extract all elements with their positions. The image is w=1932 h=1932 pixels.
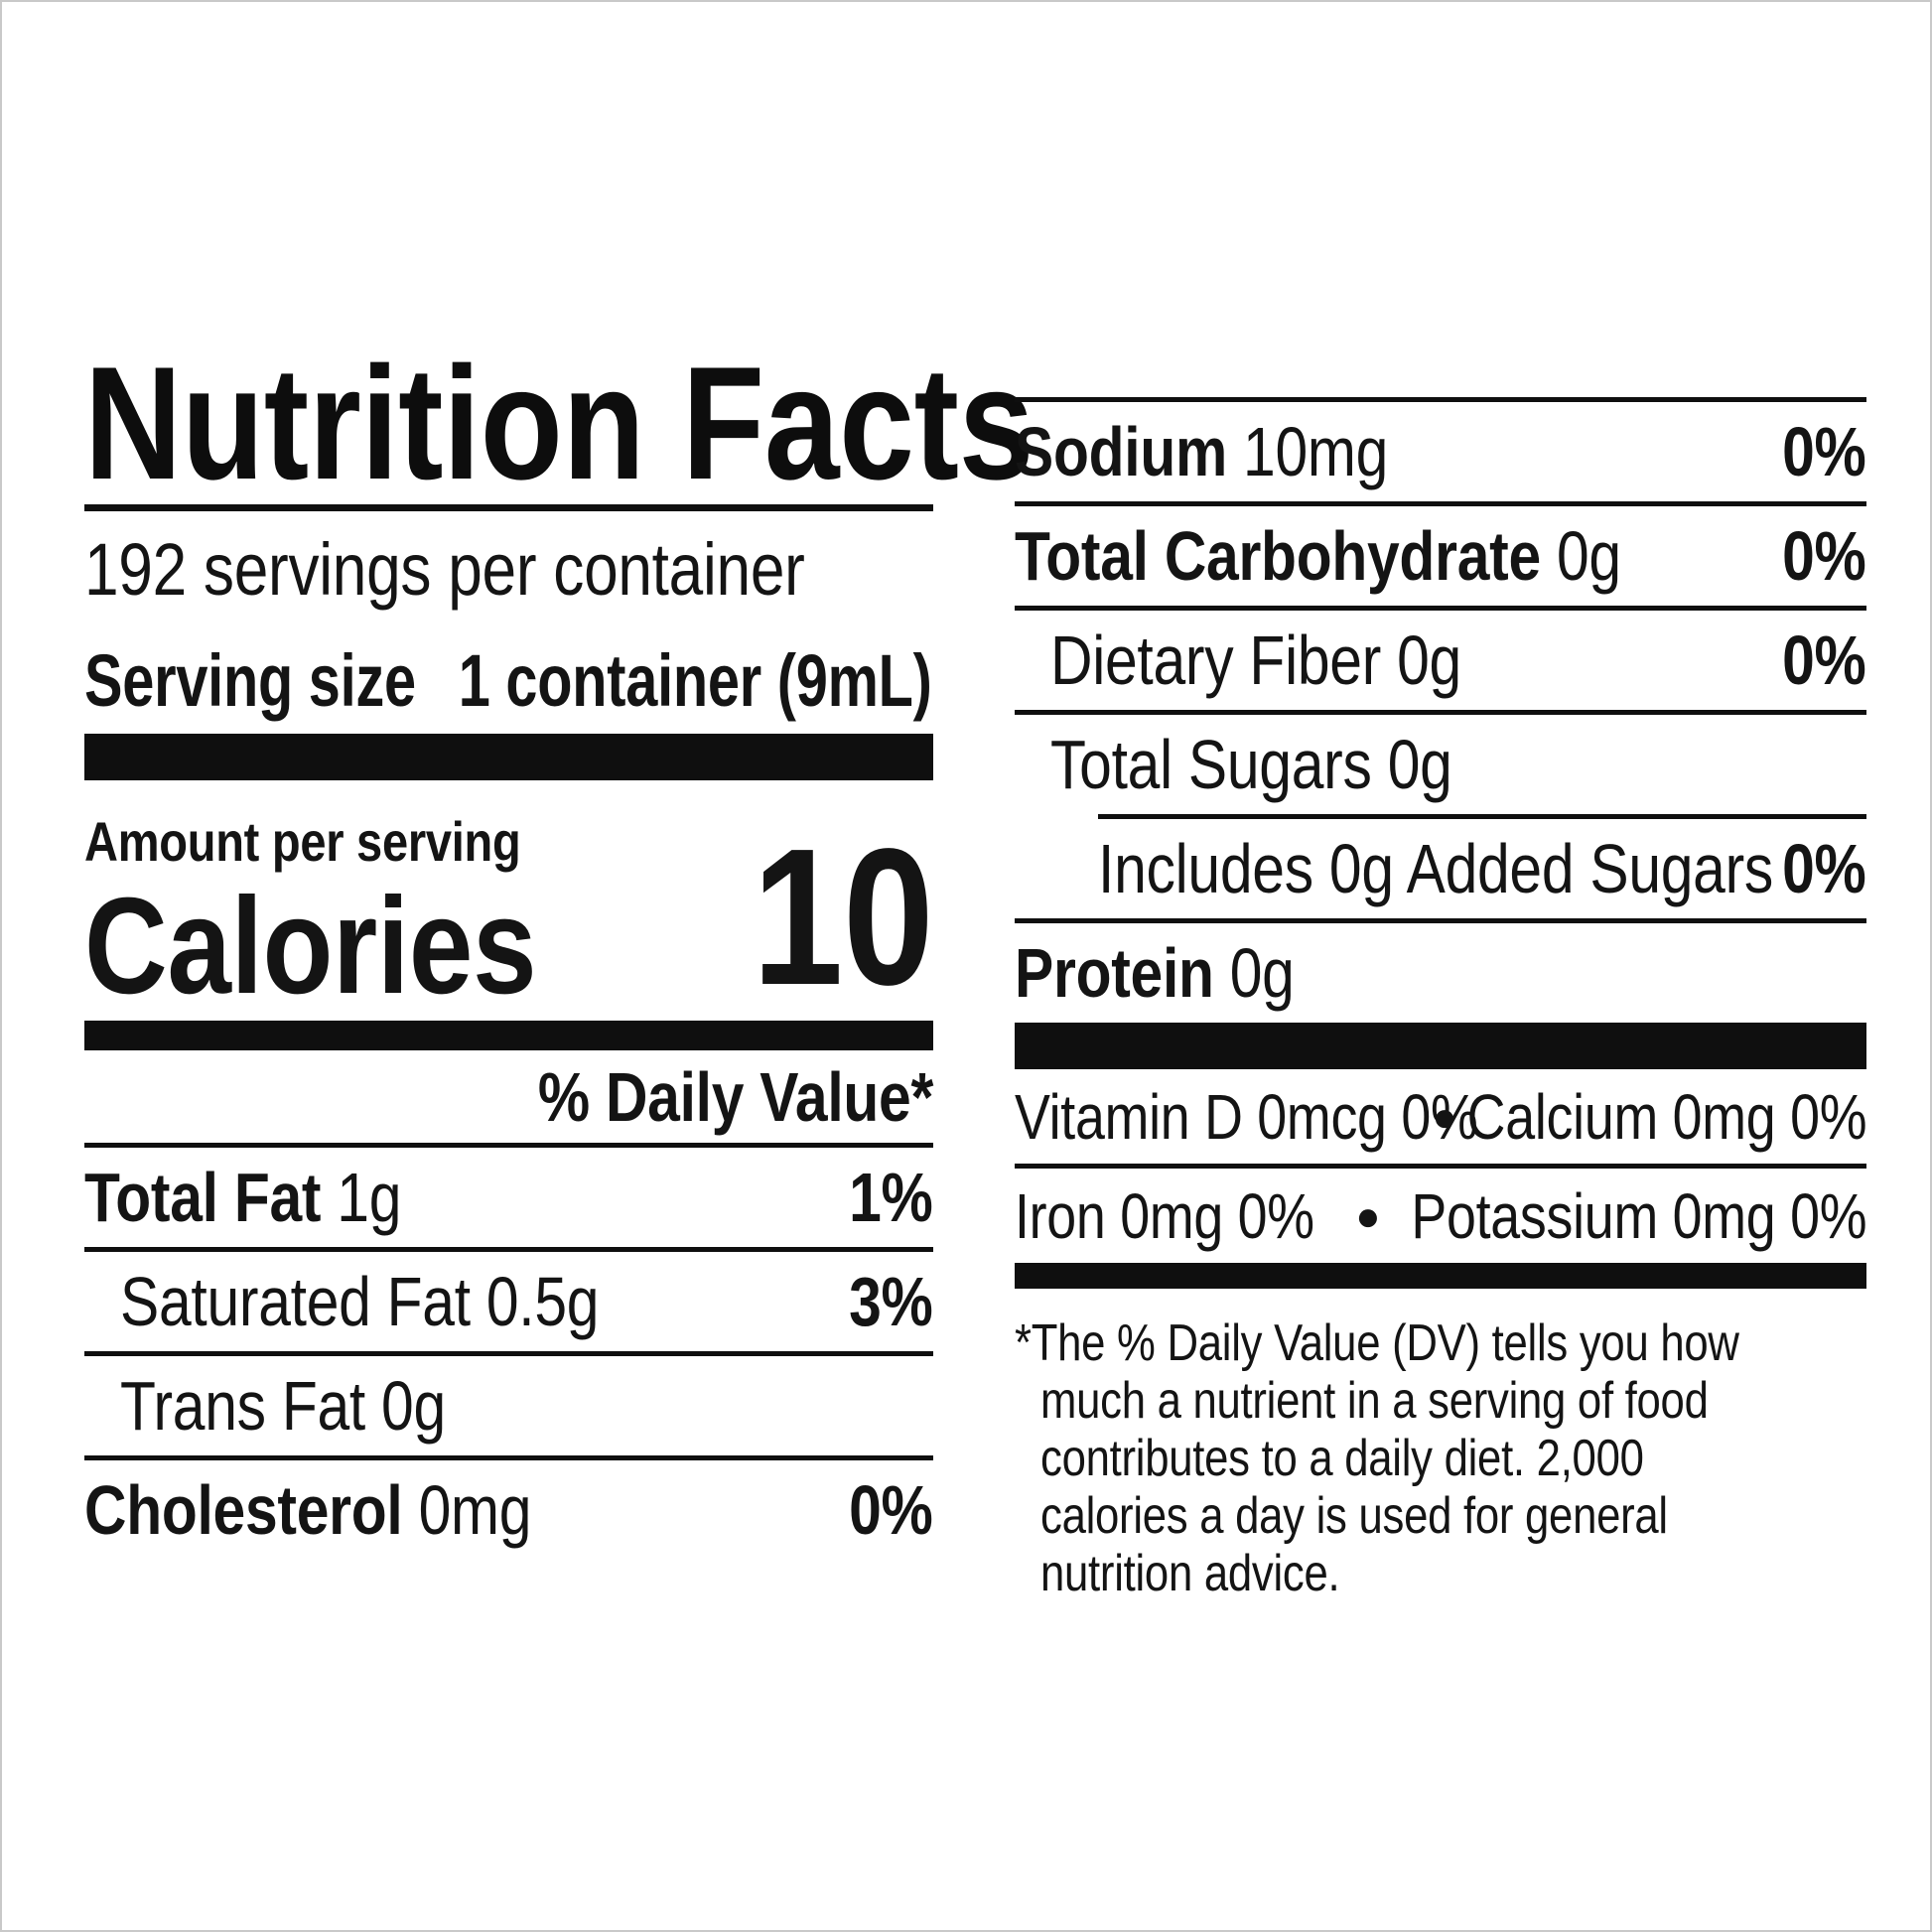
separator-bar-medium [84, 1021, 933, 1050]
separator-bar-thick [1015, 1023, 1866, 1069]
nutrient-bold: Cholesterol [84, 1471, 403, 1549]
calories-value: 10 [752, 808, 933, 1026]
micronutrient-right: Calcium 0mg 0% [1466, 1080, 1866, 1153]
footnote-line: *The % Daily Value (DV) tells you how [1015, 1314, 1866, 1372]
amount-per-serving-text: Amount per serving [84, 810, 521, 873]
nutrient-rest: 0g [1540, 517, 1621, 595]
nutrient-row-added-sugars: Includes 0g Added Sugars 0% [1015, 819, 1866, 918]
divider [84, 1247, 933, 1252]
divider [1015, 397, 1866, 402]
nutrient-row-total-sugars: Total Sugars 0g [1015, 715, 1866, 814]
title-text: Nutrition Facts [84, 334, 1035, 513]
nutrient-name: Protein 0g [1015, 938, 1295, 1008]
calories-row: Calories 10 [84, 820, 933, 1023]
divider [84, 1455, 933, 1460]
bullet-icon: ● [1355, 1191, 1381, 1239]
nutrient-row-dietary-fiber: Dietary Fiber 0g 0% [1015, 611, 1866, 710]
nutrient-rest: Includes 0g Added Sugars [1098, 830, 1774, 907]
nutrient-rest: Saturated Fat 0.5g [120, 1263, 600, 1340]
serving-size-line: Serving size 1 container (9mL) [84, 644, 932, 718]
separator-bar-medium [1015, 1263, 1866, 1289]
servings-text: 192 servings per container [84, 528, 805, 611]
footnote-line: calories a day is used for general [1015, 1487, 1866, 1545]
nutrient-rest: 0g [1213, 934, 1295, 1012]
separator-bar-thick [84, 734, 933, 780]
divider [1015, 1164, 1866, 1169]
nutrient-name: Trans Fat 0g [120, 1371, 446, 1441]
nutrient-name: Dietary Fiber 0g [1050, 625, 1461, 695]
nutrient-bold: Total Carbohydrate [1015, 517, 1541, 595]
footnote-text: calories a day is used for general [1040, 1487, 1668, 1545]
nutrient-name: Total Carbohydrate 0g [1015, 521, 1621, 591]
nutrient-name: Saturated Fat 0.5g [120, 1267, 599, 1336]
nutrient-name: Cholesterol 0mg [84, 1475, 531, 1545]
nutrient-row-total-fat: Total Fat 1g 1% [84, 1148, 933, 1247]
nutrient-row-trans-fat: Trans Fat 0g [84, 1356, 933, 1455]
nutrient-row-saturated-fat: Saturated Fat 0.5g 3% [84, 1252, 933, 1351]
nutrient-pct: 0% [1782, 413, 1867, 490]
divider [1015, 606, 1866, 611]
calories-label: Calories [84, 870, 537, 1023]
nutrient-pct: 3% [849, 1263, 934, 1340]
divider-indented [1098, 814, 1866, 819]
title-underline [84, 504, 933, 511]
nutrient-pct: 0% [849, 1471, 934, 1549]
nutrient-name: Total Fat 1g [84, 1163, 401, 1232]
spacer [416, 705, 459, 706]
servings-per-container: 192 servings per container [84, 511, 933, 622]
micronutrient-row-2: Iron 0mg 0% ● Potassium 0mg 0% [1015, 1169, 1866, 1263]
nutrient-rest: 10mg [1226, 413, 1389, 490]
divider [84, 1143, 933, 1148]
nutrient-row-cholesterol: Cholesterol 0mg 0% [84, 1460, 933, 1560]
footnote-text: nutrition advice. [1040, 1545, 1340, 1602]
nutrient-row-total-carbohydrate: Total Carbohydrate 0g 0% [1015, 506, 1866, 606]
daily-value-header: % Daily Value* [537, 1057, 934, 1136]
footnote-line: much a nutrient in a serving of food [1015, 1372, 1866, 1430]
nutrient-bold: Total Fat [84, 1159, 322, 1236]
bullet-icon: ● [1432, 1092, 1457, 1140]
serving-size-label: Serving size [84, 639, 416, 722]
nutrient-rest: 0mg [402, 1471, 532, 1549]
nutrient-pct: 0% [1782, 517, 1867, 595]
micronutrient-left: Vitamin D 0mcg 0% [1015, 1080, 1478, 1153]
label-left-column: Nutrition Facts 192 servings per contain… [84, 0, 1034, 1560]
divider [84, 1351, 933, 1356]
nutrient-pct: 0% [1782, 830, 1867, 907]
nutrient-bold: Sodium [1015, 413, 1227, 490]
divider [1015, 918, 1866, 923]
divider [1015, 710, 1866, 715]
daily-value-footnote: *The % Daily Value (DV) tells you how mu… [1015, 1314, 1866, 1602]
serving-size-value: 1 container (9mL) [458, 639, 932, 722]
nutrient-rest: Total Sugars 0g [1050, 726, 1452, 803]
page-title: Nutrition Facts [84, 330, 1034, 504]
nutrient-row-protein: Protein 0g [1015, 923, 1866, 1023]
footnote-text: *The % Daily Value (DV) tells you how [1015, 1314, 1739, 1372]
nutrient-rest: Dietary Fiber 0g [1050, 621, 1462, 699]
footnote-text: much a nutrient in a serving of food [1040, 1372, 1709, 1430]
nutrient-pct: 1% [849, 1159, 934, 1236]
nutrient-name: Total Sugars 0g [1050, 730, 1452, 799]
label-right-column: Sodium 10mg 0% Total Carbohydrate 0g 0% … [1015, 0, 1866, 1602]
divider [1015, 501, 1866, 506]
footnote-line: contributes to a daily diet. 2,000 [1015, 1430, 1866, 1487]
nutrient-rest: Trans Fat 0g [120, 1367, 446, 1445]
serving-size-row: Serving size 1 container (9mL) [84, 622, 933, 734]
micronutrient-right: Potassium 0mg 0% [1411, 1179, 1866, 1252]
daily-value-header-row: % Daily Value* [84, 1050, 934, 1143]
micronutrient-left: Iron 0mg 0% [1015, 1179, 1314, 1252]
nutrient-row-sodium: Sodium 10mg 0% [1015, 402, 1866, 501]
nutrient-rest: 1g [321, 1159, 402, 1236]
nutrient-pct: 0% [1782, 621, 1867, 699]
amount-per-serving: Amount per serving [84, 810, 933, 874]
footnote-line: nutrition advice. [1015, 1545, 1866, 1602]
nutrient-name: Includes 0g Added Sugars [1098, 834, 1773, 903]
footnote-text: contributes to a daily diet. 2,000 [1040, 1430, 1644, 1487]
micronutrient-row-1: Vitamin D 0mcg 0% ● Calcium 0mg 0% [1015, 1069, 1866, 1164]
nutrient-bold: Protein [1015, 934, 1214, 1012]
nutrient-name: Sodium 10mg [1015, 417, 1388, 486]
